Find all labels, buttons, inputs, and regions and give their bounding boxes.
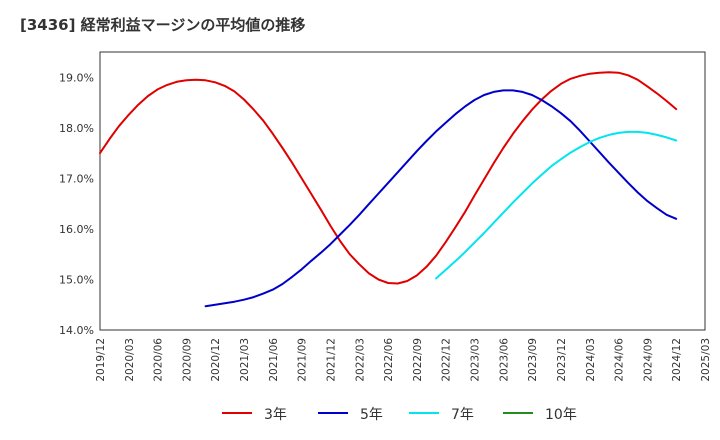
y-tick-label: 18.0%	[59, 122, 94, 135]
series-lines	[99, 71, 678, 308]
x-tick-label: 2020/06	[153, 338, 165, 382]
x-tick-label: 2021/03	[239, 338, 251, 382]
x-tick-label: 2021/09	[297, 338, 309, 382]
y-tick-label: 16.0%	[59, 223, 94, 236]
legend-label: 3年	[264, 407, 287, 423]
legend: 3年 5年 7年 10年	[222, 407, 577, 423]
legend-item: 10年	[503, 407, 577, 423]
x-tick-label: 2020/12	[210, 338, 222, 382]
y-tick-label: 15.0%	[59, 273, 94, 286]
x-tick-label: 2024/06	[614, 338, 626, 382]
x-tick-label: 2020/09	[181, 338, 193, 382]
x-tick-label: 2025/03	[700, 338, 712, 382]
x-tick-label: 2023/06	[498, 338, 510, 382]
x-tick-label: 2024/09	[642, 338, 654, 382]
y-tick-label: 14.0%	[59, 324, 94, 337]
legend-item: 7年	[409, 407, 474, 423]
x-tick-label: 2023/03	[470, 338, 482, 382]
x-tick-label: 2024/12	[671, 338, 683, 382]
series-line-3年	[99, 71, 678, 285]
legend-item: 5年	[318, 407, 383, 423]
y-tick-label: 19.0%	[59, 71, 94, 84]
x-tick-label: 2019/12	[95, 338, 107, 382]
x-tick-label: 2022/12	[441, 338, 453, 382]
axes: 14.0% 15.0% 16.0% 17.0% 18.0% 19.0% 2019/12 202…	[59, 51, 712, 382]
chart-title: [3436] 経常利益マージンの平均値の推移	[20, 16, 306, 34]
x-tick-label: 2024/03	[585, 338, 597, 382]
y-tick-label: 17.0%	[59, 172, 94, 185]
legend-item: 3年	[222, 407, 287, 423]
plot-area	[99, 51, 706, 331]
legend-label: 5年	[360, 407, 383, 423]
x-tick-label: 2020/03	[124, 338, 136, 382]
x-tick-label: 2021/06	[268, 338, 280, 382]
x-tick-label: 2021/12	[325, 338, 337, 382]
x-tick-label: 2022/09	[412, 338, 424, 382]
legend-label: 10年	[545, 407, 577, 423]
series-line-5年	[204, 89, 678, 308]
series-line-7年	[435, 130, 678, 280]
x-tick-label: 2022/03	[354, 338, 366, 382]
x-tick-label: 2023/12	[556, 338, 568, 382]
x-tick-label: 2023/09	[527, 338, 539, 382]
x-tick-label: 2022/06	[383, 338, 395, 382]
legend-label: 7年	[451, 407, 474, 423]
